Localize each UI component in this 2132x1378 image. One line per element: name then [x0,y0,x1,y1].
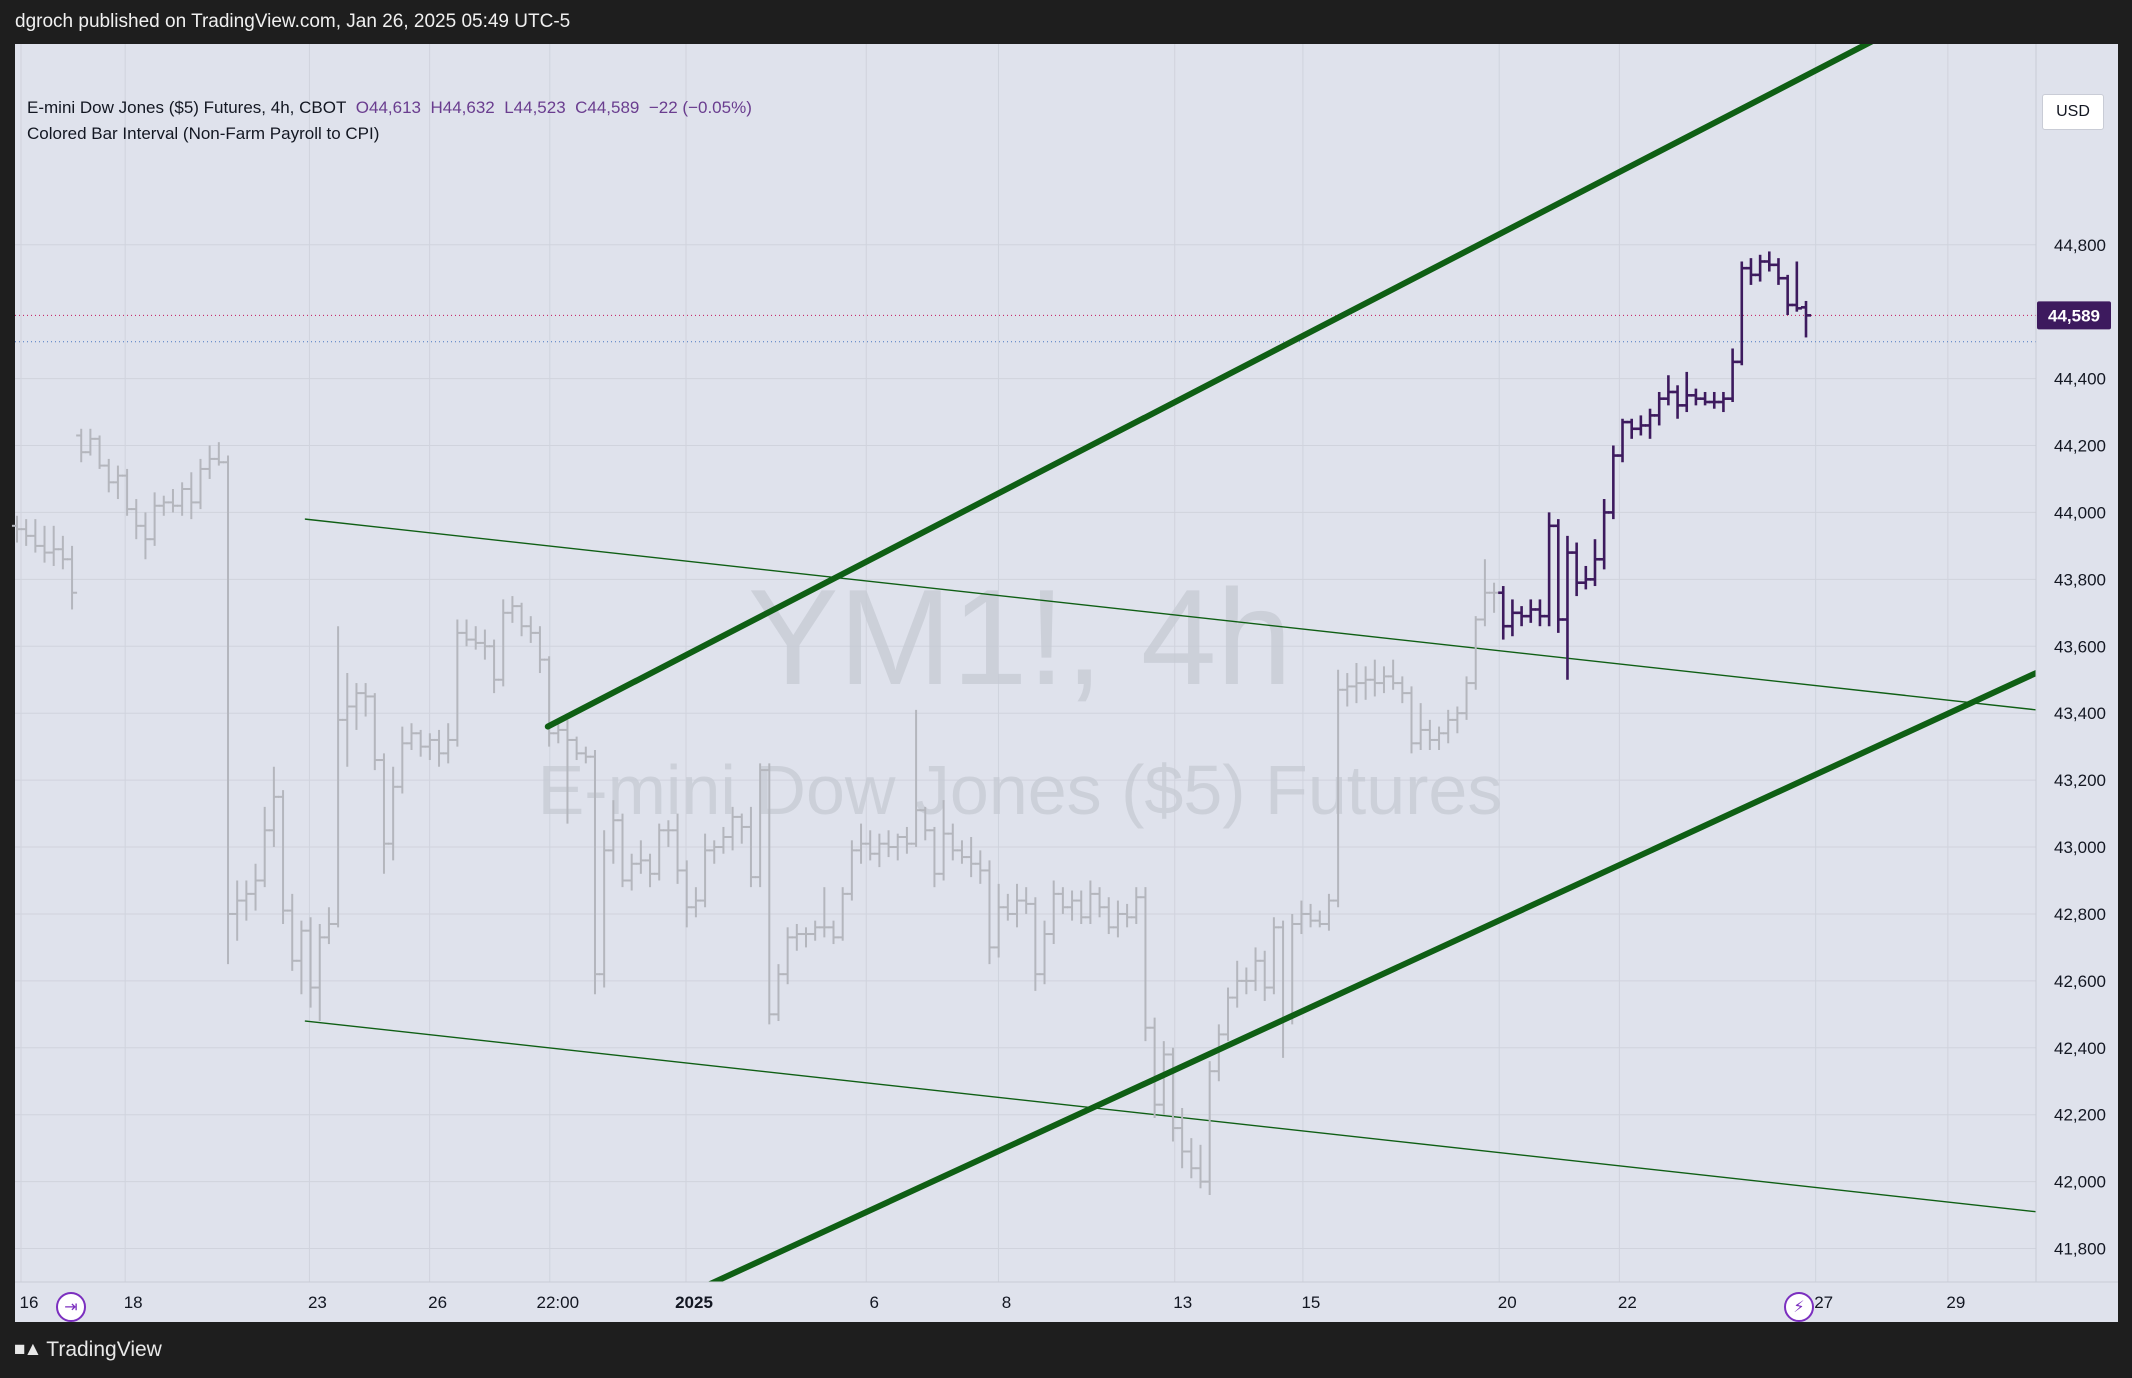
grid [15,44,2036,1282]
legend-change: −22 (−0.05%) [648,98,752,117]
legend-open: O44,613 [355,98,422,117]
price-tick-label: 43,200 [2054,771,2106,790]
price-tick-label: 42,200 [2054,1106,2106,1125]
time-tick-label: 6 [870,1293,879,1312]
header-bar: dgroch published on TradingView.com, Jan… [0,0,2132,44]
publisher-caption: dgroch published on TradingView.com, Jan… [15,11,571,32]
watermark-name: E-mini Dow Jones ($5) Futures [538,751,1503,829]
time-tick-label: 27 [1814,1293,1833,1312]
legend-indicator-row: Colored Bar Interval (Non-Farm Payroll t… [27,121,752,147]
right-frame-edge [2118,44,2132,1322]
chart-legend[interactable]: E-mini Dow Jones ($5) Futures, 4h, CBOT … [27,95,752,147]
replay-button[interactable]: ⇥ [56,1292,86,1322]
price-tick-label: 44,800 [2054,236,2106,255]
trend-line-thin[interactable] [304,1020,2036,1213]
price-tick-label: 42,000 [2054,1173,2106,1192]
price-tick-label: 43,800 [2054,570,2106,589]
time-tick-label: 29 [1946,1293,1965,1312]
currency-button[interactable]: USD [2042,94,2104,130]
left-frame-edge [0,44,15,1322]
time-axis-bg[interactable] [15,1282,2118,1322]
legend-high: H44,632 [430,98,495,117]
time-tick-label: 15 [1301,1293,1320,1312]
time-tick-label: 2025 [675,1293,713,1312]
watermark: YM1!, 4h E-mini Dow Jones ($5) Futures [538,561,1503,829]
price-tick-label: 43,400 [2054,704,2106,723]
time-tick-label: 18 [124,1293,143,1312]
price-axis-labels: 41,800 42,000 42,200 42,400 42,600 42,800 43,0… [2054,236,2106,1259]
price-tick-label: 44,400 [2054,370,2106,389]
price-tick-label: 44,200 [2054,437,2106,456]
chart-area[interactable]: YM1!, 4h E-mini Dow Jones ($5) Futures 4… [0,44,2132,1322]
time-tick-label: 20 [1498,1293,1517,1312]
last-price-marker: 44,589 [2037,301,2111,330]
time-tick-label: 16 [20,1293,39,1312]
legend-close: C44,589 [575,98,640,117]
price-tick-label: 41,800 [2054,1240,2106,1259]
price-tick-label: 42,600 [2054,972,2106,991]
legend-symbol: E-mini Dow Jones ($5) Futures, 4h, CBOT [27,98,347,117]
time-tick-label: 22:00 [537,1293,580,1312]
plot-background [15,44,2036,1282]
events-button[interactable]: ⚡ [1784,1292,1814,1322]
price-tick-label: 44,000 [2054,503,2106,522]
price-tick-label: 42,400 [2054,1039,2106,1058]
time-tick-label: 22 [1618,1293,1637,1312]
tradingview-brand[interactable]: ■▲ TradingView [14,1338,162,1362]
footer-bar: ■▲ TradingView [0,1322,2132,1378]
last-price-label: 44,589 [2048,306,2100,325]
thin-trend-lines[interactable] [304,518,2036,1213]
legend-indicator: Colored Bar Interval (Non-Farm Payroll t… [27,124,380,143]
replay-icon: ⇥ [64,1299,78,1316]
legend-symbol-row: E-mini Dow Jones ($5) Futures, 4h, CBOT … [27,95,752,121]
reference-lines [15,314,2036,343]
ohlc-bars [11,251,1812,1196]
trend-line-thick[interactable] [700,670,2036,1289]
price-chart[interactable]: YM1!, 4h E-mini Dow Jones ($5) Futures 4… [0,44,2132,1322]
tradingview-logo-icon: ■▲ [14,1339,42,1360]
lightning-icon: ⚡ [1793,1299,1805,1316]
ohlc-bar [67,545,78,610]
legend-low: L44,523 [504,98,566,117]
last-price-badge [2037,301,2111,330]
time-tick-label: 26 [428,1293,447,1312]
time-tick-label: 23 [308,1293,327,1312]
watermark-ticker: YM1!, 4h [748,561,1292,713]
price-tick-label: 43,600 [2054,637,2106,656]
price-axis-bg[interactable] [2036,44,2118,1322]
ohlc-bar-highlighted [1800,300,1812,338]
trend-line-thin[interactable] [304,518,2036,711]
time-tick-label: 13 [1173,1293,1192,1312]
price-tick-label: 42,800 [2054,905,2106,924]
time-tick-label: 8 [1002,1293,1011,1312]
thick-trend-lines[interactable] [544,44,2036,1289]
brand-name: TradingView [46,1338,162,1361]
price-tick-label: 43,000 [2054,838,2106,857]
time-axis-labels: 16 18 23 26 22:00 2025 6 8 13 15 20 22 27 29 [20,1293,1966,1312]
trend-line-thick[interactable] [544,44,1880,730]
